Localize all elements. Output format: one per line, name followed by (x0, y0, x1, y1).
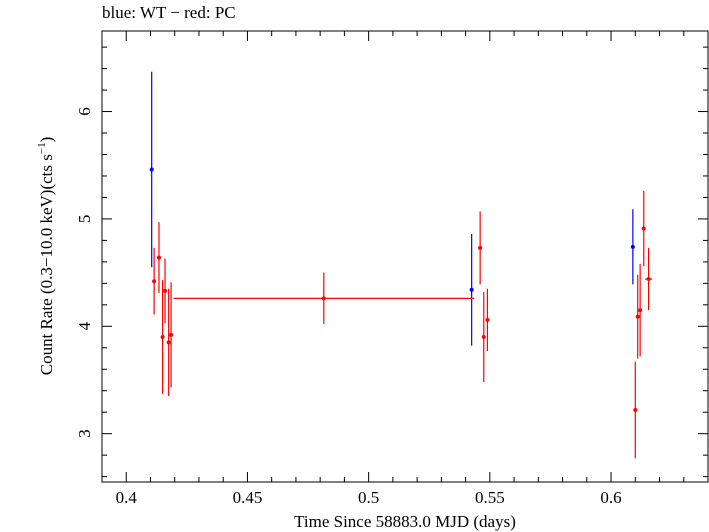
y-tick-label: 6 (75, 107, 94, 116)
data-point (630, 244, 635, 249)
y-axis-label-close: ) (37, 137, 56, 143)
axis-ticks (101, 31, 709, 482)
chart-title: blue: WT − red: PC (102, 3, 236, 22)
data-point (163, 288, 168, 293)
x-tick-label: 0.5 (358, 488, 379, 507)
data-point (149, 167, 154, 172)
data-point (633, 408, 638, 413)
data-point (646, 277, 651, 282)
y-axis-label: Count Rate (0.3−10.0 keV)(cts s−1) (36, 137, 56, 376)
y-tick-label: 5 (75, 215, 94, 224)
data-point (169, 332, 174, 337)
data-point (321, 296, 326, 301)
data-point (156, 255, 161, 260)
data-point (481, 335, 486, 340)
data-point (166, 340, 171, 345)
data-point (152, 279, 157, 284)
data-point (160, 335, 165, 340)
x-tick-label: 0.6 (600, 488, 621, 507)
x-tick-label: 0.45 (233, 488, 263, 507)
data-point (635, 314, 640, 319)
plot-frame (101, 30, 709, 483)
y-tick-label: 4 (75, 322, 94, 331)
x-tick-label: 0.4 (116, 488, 138, 507)
x-axis-label: Time Since 58883.0 MJD (days) (294, 512, 516, 531)
axis-tick-labels: 0.4 0.45 0.5 0.55 0.6 3 4 5 6 (75, 107, 622, 507)
y-axis-label-main: Count Rate (0.3−10.0 keV)(cts s (37, 154, 56, 375)
data-point (478, 245, 483, 250)
y-tick-label: 3 (75, 429, 94, 438)
data-point (638, 308, 643, 313)
y-axis-label-superscript: −1 (36, 142, 48, 154)
data-point (485, 317, 490, 322)
data-point (469, 287, 474, 292)
data-marks (149, 71, 653, 459)
data-point (641, 226, 646, 231)
x-tick-label: 0.55 (475, 488, 505, 507)
